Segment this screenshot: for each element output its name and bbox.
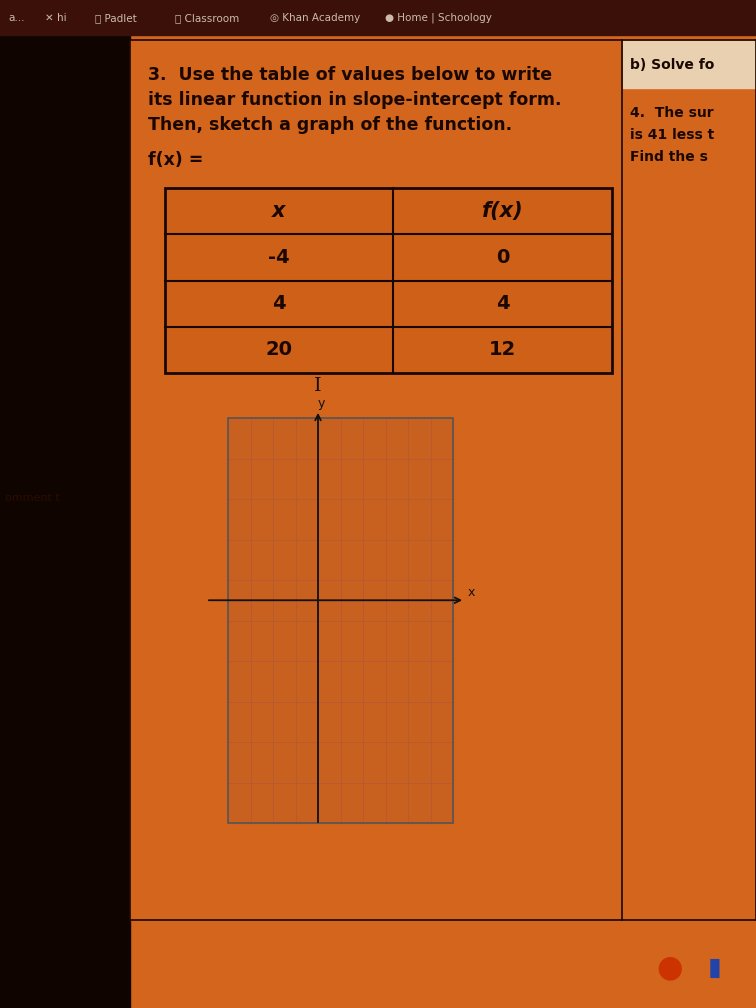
Bar: [228, 418, 453, 823]
Text: 4.  The sur: 4. The sur: [630, 106, 714, 120]
Text: omment t: omment t: [5, 493, 60, 503]
Text: ●: ●: [657, 954, 683, 983]
Text: 3.  Use the table of values below to write: 3. Use the table of values below to writ…: [148, 66, 552, 84]
Text: ◎ Khan Academy: ◎ Khan Academy: [270, 13, 361, 23]
Text: I: I: [314, 377, 322, 395]
Bar: [165, 188, 612, 373]
Text: ⬛ Padlet: ⬛ Padlet: [95, 13, 137, 23]
Text: ▮: ▮: [708, 956, 722, 980]
Text: 12: 12: [489, 341, 516, 360]
Text: Then, sketch a graph of the function.: Then, sketch a graph of the function.: [148, 116, 512, 134]
Text: x: x: [467, 586, 475, 599]
Bar: [0, 0, 756, 35]
Text: x: x: [272, 202, 286, 221]
Text: is 41 less t: is 41 less t: [630, 128, 714, 142]
Text: -4: -4: [268, 248, 290, 267]
Text: ● Home | Schoology: ● Home | Schoology: [385, 13, 492, 23]
Text: Find the s: Find the s: [630, 150, 708, 164]
Bar: [165, 188, 612, 373]
Bar: [228, 418, 453, 823]
Text: b) Solve fo: b) Solve fo: [630, 58, 714, 72]
Text: 20: 20: [265, 341, 293, 360]
Text: 0: 0: [496, 248, 510, 267]
Text: 4: 4: [272, 294, 286, 313]
Text: a...: a...: [8, 13, 24, 23]
Text: its linear function in slope-intercept form.: its linear function in slope-intercept f…: [148, 91, 562, 109]
Bar: [0, 35, 130, 1008]
Text: ✕ hi: ✕ hi: [45, 13, 67, 23]
Text: y: y: [318, 397, 324, 410]
Text: f(x): f(x): [482, 202, 523, 221]
Bar: [623, 41, 756, 88]
Text: ⬛ Classroom: ⬛ Classroom: [175, 13, 239, 23]
Bar: [130, 40, 756, 920]
Text: 4: 4: [496, 294, 510, 313]
Text: f(x) =: f(x) =: [148, 151, 203, 169]
